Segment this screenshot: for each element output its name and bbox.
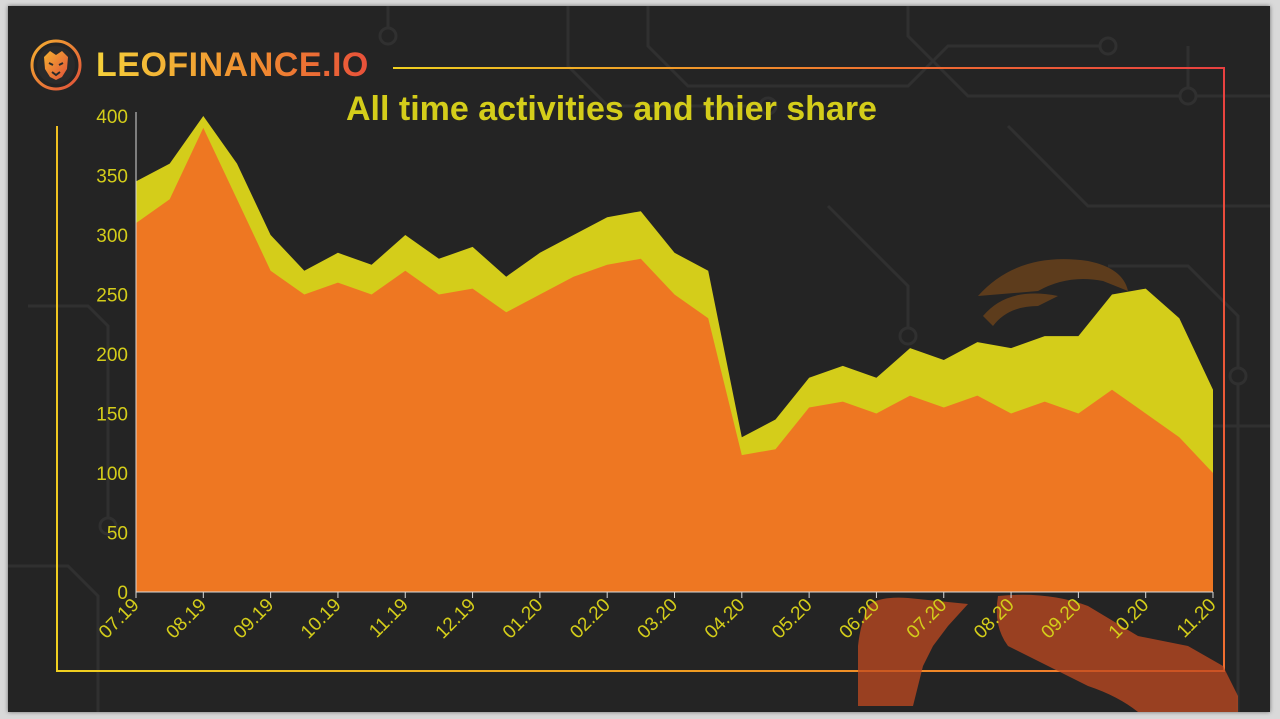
y-tick-label: 400 (96, 107, 128, 128)
x-tick-label: 09.19 (230, 595, 278, 643)
y-tick-label: 0 (117, 583, 128, 604)
lion-head-icon (30, 39, 82, 91)
brand-name: LEOFINANCE.IO (96, 45, 369, 84)
x-tick-label: 05.20 (768, 595, 816, 643)
y-tick-label: 250 (96, 286, 128, 307)
y-tick-label: 350 (96, 167, 128, 188)
series-share-area (136, 127, 1213, 593)
x-tick-label: 12.19 (432, 595, 480, 643)
x-tick-label: 11.19 (365, 595, 412, 642)
frame-line-right (1223, 67, 1225, 672)
y-tick-label: 300 (96, 226, 128, 247)
frame-line-left (56, 126, 58, 672)
x-tick-label: 08.19 (162, 595, 210, 643)
chart-canvas: LEOFINANCE.IO All time activities and th… (8, 6, 1270, 712)
frame-line-top (393, 67, 1225, 69)
x-tick-label: 11.20 (1173, 595, 1220, 642)
x-tick-label: 02.20 (566, 595, 614, 643)
chart-title: All time activities and thier share (346, 90, 877, 128)
y-tick-label: 200 (96, 345, 128, 366)
y-tick-label: 150 (96, 405, 128, 426)
lion-watermark-feet (858, 594, 1238, 712)
y-axis-ticks: 0 50 100 150 200 250 300 350 400 (96, 107, 128, 604)
frame-line-bottom (56, 670, 1225, 672)
brand-logo: LEOFINANCE.IO (30, 39, 369, 91)
lion-watermark (978, 259, 1128, 326)
y-tick-label: 100 (96, 464, 128, 485)
x-tick-label: 10.19 (297, 595, 345, 643)
y-tick-label: 50 (107, 524, 128, 545)
x-tick-label: 03.20 (634, 595, 682, 643)
x-tick-label: 01.20 (499, 595, 547, 643)
x-tick-label: 04.20 (701, 595, 749, 643)
